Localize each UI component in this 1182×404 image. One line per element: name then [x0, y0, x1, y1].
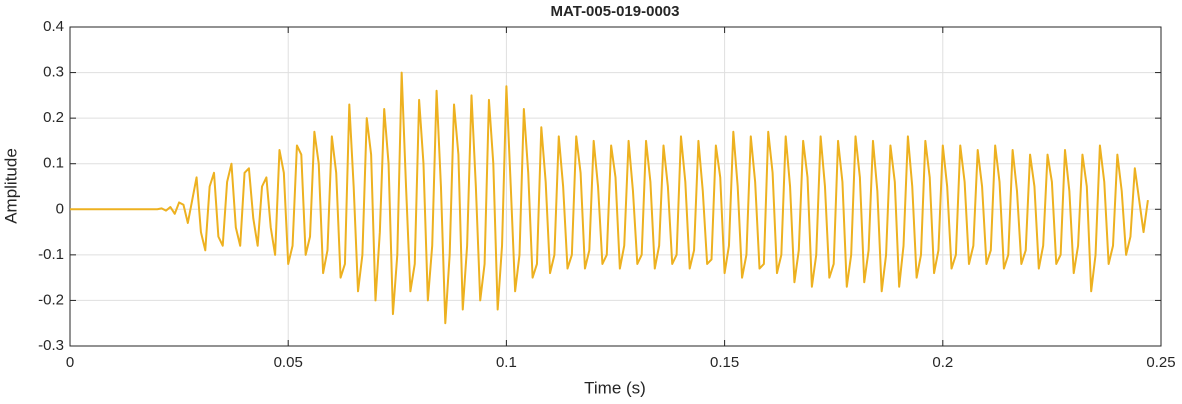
x-axis-label: Time (s): [584, 378, 646, 397]
y-tick-label: -0.3: [38, 337, 64, 354]
chart-title: MAT-005-019-0003: [551, 3, 680, 20]
x-tick-label: 0.15: [710, 354, 739, 371]
x-tick-label: 0.2: [932, 354, 953, 371]
axes-box: [69, 26, 1162, 347]
x-tick-label: 0: [66, 354, 74, 371]
y-tick-label: 0.3: [43, 64, 64, 81]
y-tick-label: 0.4: [43, 18, 64, 35]
x-tick-label: 0.1: [496, 354, 517, 371]
x-tick-label: 0.05: [274, 354, 303, 371]
y-tick-label: 0.2: [43, 109, 64, 126]
y-tick-label: -0.2: [38, 291, 64, 308]
y-tick-label: 0.1: [43, 155, 64, 172]
waveform-line: [70, 71, 1149, 325]
y-tick-label: -0.1: [38, 246, 64, 263]
y-axis-label: Amplitude: [1, 148, 20, 224]
y-tick-label: 0: [56, 200, 64, 217]
x-tick-label: 0.25: [1146, 354, 1175, 371]
